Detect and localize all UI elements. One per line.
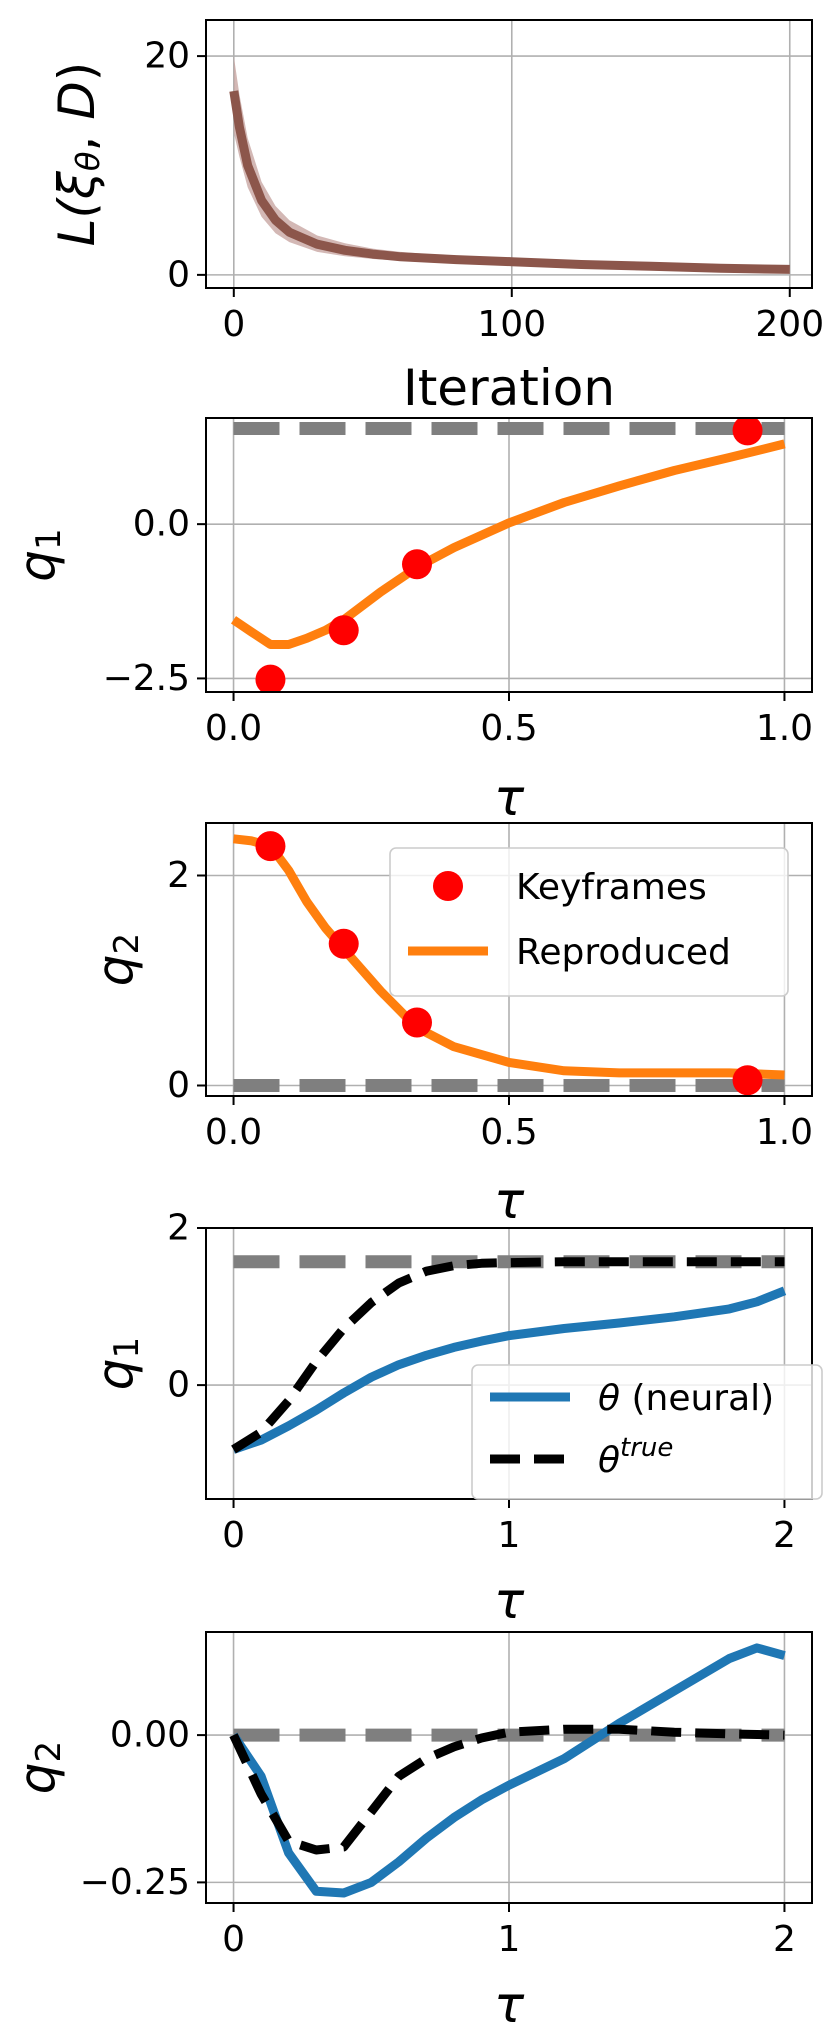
- y-axis-label: q2: [8, 1741, 69, 1794]
- plot-area: [229, 56, 790, 274]
- y-axis-label: q2: [86, 933, 147, 986]
- y-axis-label-main: q: [8, 1762, 66, 1794]
- y-tick-label: 2: [167, 1208, 190, 1249]
- y-tick-label: 2: [167, 855, 190, 896]
- x-tick-label: 0: [222, 1919, 245, 1960]
- legend-label-rest: (neural): [620, 1378, 774, 1419]
- y-axis-label-close: ): [48, 62, 106, 82]
- x-tick-label: 200: [755, 304, 824, 345]
- series-line: [231, 1257, 785, 1454]
- x-axis-label: τ: [494, 1976, 525, 2025]
- y-axis-label-subscript: 2: [29, 1741, 69, 1763]
- keyframe-marker: [255, 831, 286, 862]
- y-axis-label-main: q: [86, 1358, 144, 1390]
- x-axis-label: Iteration: [403, 359, 615, 417]
- y-axis-label-subscript: 1: [29, 528, 69, 550]
- y-tick-label: 0: [167, 1365, 190, 1406]
- x-tick-label: 2: [773, 1515, 796, 1556]
- series-line: [232, 1286, 787, 1454]
- y-tick-label: −2.5: [103, 658, 190, 699]
- loss-line: [229, 90, 790, 274]
- legend-box: [389, 847, 789, 997]
- y-tick-label: 20: [144, 36, 190, 77]
- series-line: [232, 834, 785, 1080]
- x-axis-label: τ: [494, 769, 525, 827]
- y-axis-label-dataset: D: [48, 81, 106, 120]
- legend-marker-keyframes: [433, 871, 463, 901]
- legend-label: Keyframes: [516, 867, 707, 908]
- keyframe-marker: [401, 549, 432, 580]
- plot-area: [230, 418, 786, 692]
- y-axis-label-rest: ,: [48, 120, 106, 152]
- keyframe-marker: [401, 1007, 432, 1038]
- axes-frame: [205, 19, 813, 289]
- y-tick-label: −0.25: [80, 1862, 190, 1903]
- x-tick-label: 0: [222, 304, 245, 345]
- legend-label: θ (neural): [598, 1378, 774, 1419]
- series-line: [229, 1643, 786, 1898]
- x-tick-label: 1: [498, 1515, 521, 1556]
- x-tick-label: 0.0: [205, 1112, 262, 1153]
- series-line: [229, 1724, 785, 1855]
- x-tick-label: 100: [477, 304, 546, 345]
- keyframe-marker: [732, 418, 763, 446]
- x-tick-label: 0.5: [480, 708, 537, 749]
- x-tick-label: 0: [222, 1515, 245, 1556]
- y-axis-label: q1: [8, 528, 69, 581]
- plot-area: [232, 831, 785, 1096]
- subplot-2: 0.0 0.5 1.0 −2.5 0.0 q1 τ: [8, 417, 813, 827]
- legend: Keyframes Reproduced: [389, 847, 789, 997]
- y-axis-label-main: L(ξ: [48, 170, 106, 246]
- x-tick-label: 1: [498, 1919, 521, 1960]
- y-tick-label: 0: [167, 1065, 190, 1106]
- x-tick-label: 0.5: [480, 1112, 537, 1153]
- x-tick-label: 0.0: [205, 708, 262, 749]
- subplot-1: 0 100 200 0 20 L(ξθ, D) Iteration: [48, 19, 824, 417]
- y-tick-label: 0: [167, 254, 190, 295]
- y-axis-label-main: q: [86, 954, 144, 986]
- plot-area: [229, 1643, 786, 1898]
- x-axis-label: τ: [494, 1572, 525, 1630]
- y-tick-label: 0.0: [133, 504, 190, 545]
- y-tick-label: 0.00: [110, 1715, 190, 1756]
- keyframe-marker: [732, 1065, 763, 1096]
- y-axis-label: L(ξθ, D): [48, 62, 108, 247]
- y-axis-label: q1: [86, 1337, 147, 1390]
- plot-area: [231, 1255, 787, 1454]
- y-axis-label-main: q: [8, 550, 66, 582]
- x-tick-label: 1.0: [756, 708, 813, 749]
- legend-label-superscript: true: [620, 1433, 673, 1463]
- x-tick-label: 1.0: [756, 1112, 813, 1153]
- y-axis-label-subscript: 2: [107, 933, 147, 955]
- keyframe-marker: [328, 928, 359, 959]
- legend-label: Reproduced: [516, 932, 731, 973]
- legend-label: θtrue: [598, 1433, 673, 1481]
- legend-label-theta: θ: [598, 1378, 620, 1419]
- series-line: [230, 439, 786, 649]
- legend: θ (neural)θtrue: [471, 1364, 823, 1500]
- legend-label-theta: θ: [598, 1440, 620, 1481]
- x-tick-label: 2: [773, 1919, 796, 1960]
- x-axis-label: τ: [494, 1172, 525, 1230]
- keyframe-marker: [328, 615, 359, 646]
- keyframe-marker: [255, 664, 286, 692]
- y-axis-label-subscript: θ: [69, 152, 107, 172]
- y-axis-label-subscript: 1: [107, 1337, 147, 1359]
